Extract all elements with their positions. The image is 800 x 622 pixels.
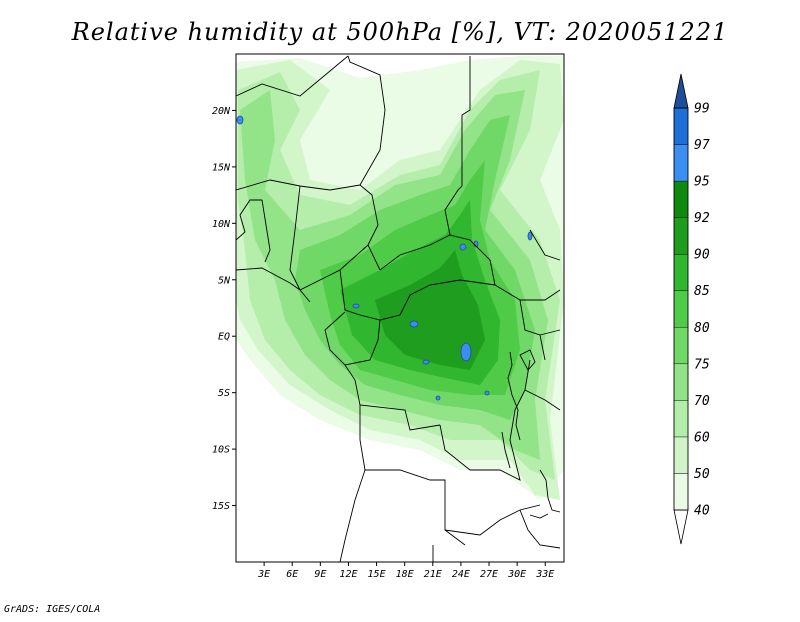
colorbar-label: 75 — [694, 357, 710, 372]
colorbar-swatch — [673, 290, 689, 328]
map-frame — [235, 53, 565, 563]
lat-tick-label: 5N — [218, 275, 231, 286]
lat-tick-labels: 20N 15N 10N 5N EQ 5S 10S 15S — [212, 106, 231, 512]
lon-tick-label: 15E — [368, 569, 386, 580]
lon-axis — [263, 562, 546, 566]
colorbar-label: 60 — [694, 430, 710, 445]
colorbar-label: 80 — [694, 321, 710, 336]
colorbar-label: 97 — [694, 138, 710, 153]
lon-tick-labels: 3E 6E 9E 12E 15E 18E 21E 24E 27E 30E 33E — [257, 569, 554, 580]
lon-tick-label: 3E — [257, 569, 270, 580]
lat-tick-label: EQ — [218, 332, 230, 343]
colorbar-swatch — [673, 217, 689, 255]
colorbar-label: 40 — [694, 504, 710, 519]
colorbar-label: 92 — [694, 211, 710, 226]
lon-tick-label: 9E — [314, 569, 326, 580]
colorbar-swatch — [673, 180, 689, 218]
lon-tick-label: 27E — [480, 569, 498, 580]
lon-tick-label: 6E — [286, 569, 298, 580]
colorbar-label: 99 — [694, 102, 710, 117]
colorbar-swatch — [673, 363, 689, 401]
colorbar-swatch — [673, 473, 689, 511]
colorbar-label: 85 — [694, 284, 710, 299]
lat-tick-label: 15S — [212, 501, 230, 512]
lon-tick-label: 33E — [535, 569, 554, 580]
lon-tick-label: 18E — [396, 569, 414, 580]
colorbar-swatch — [673, 327, 689, 365]
lat-tick-label: 10S — [212, 445, 230, 456]
colorbar-swatch — [673, 253, 689, 291]
lon-tick-label: 30E — [507, 569, 526, 580]
lat-tick-label: 20N — [212, 106, 231, 117]
colorbar-label: 95 — [694, 175, 710, 190]
colorbar-label: 90 — [694, 248, 710, 263]
colorbar-min-triangle — [673, 509, 689, 545]
lon-tick-label: 12E — [339, 569, 357, 580]
colorbar-swatch — [673, 144, 689, 182]
boundaries — [236, 55, 561, 562]
colorbar-swatch — [673, 436, 689, 474]
lat-tick-label: 5S — [218, 388, 230, 399]
lat-tick-label: 15N — [212, 162, 231, 173]
colorbar-label: 50 — [694, 467, 710, 482]
colorbar-label: 70 — [694, 394, 710, 409]
lon-tick-label: 24E — [452, 569, 470, 580]
colorbar-outline — [673, 107, 689, 511]
colorbar-swatch — [673, 400, 689, 438]
lat-axis — [232, 109, 236, 507]
colorbar-swatch — [673, 107, 689, 145]
colorbar: 40 50 60 70 75 80 85 90 92 95 97 99 — [673, 73, 710, 545]
chart-title: Relative humidity at 500hPa [%], VT: 202… — [71, 18, 729, 46]
lat-tick-label: 10N — [212, 219, 231, 230]
colorbar-max-triangle — [673, 73, 689, 109]
lon-tick-label: 21E — [424, 569, 442, 580]
humidity-field — [236, 56, 564, 500]
credit-text: GrADS: IGES/COLA — [4, 604, 101, 615]
